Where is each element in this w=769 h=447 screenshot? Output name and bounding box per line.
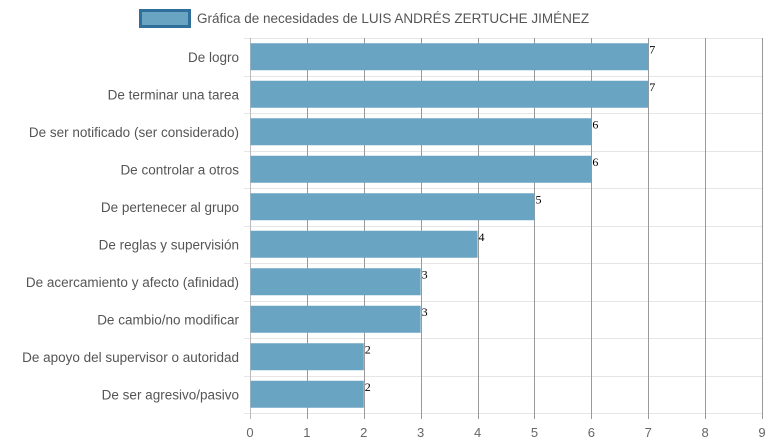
data-label: 7 [649, 80, 655, 94]
x-tick-label: 0 [246, 425, 253, 440]
category-label: De controlar a otros [120, 162, 239, 177]
data-labels: 7 7 6 6 5 4 3 3 2 2 [365, 42, 655, 394]
legend-label[interactable]: Gráfica de necesidades de LUIS ANDRÉS ZE… [197, 11, 589, 26]
x-tick-label: 9 [758, 425, 765, 440]
x-tick-label: 8 [701, 425, 708, 440]
x-axis-ticks: 0 1 2 3 4 5 6 7 8 9 [246, 425, 765, 440]
x-tick-label: 3 [417, 425, 424, 440]
category-label: De reglas y supervisión [99, 237, 239, 252]
x-tick-label: 5 [531, 425, 538, 440]
category-label: De ser agresivo/pasivo [102, 387, 239, 402]
category-label: De terminar una tarea [108, 87, 240, 102]
category-label: De cambio/no modificar [97, 312, 239, 327]
data-label: 3 [422, 267, 428, 281]
bar[interactable] [250, 380, 364, 408]
legend[interactable]: Gráfica de necesidades de LUIS ANDRÉS ZE… [139, 9, 590, 28]
data-label: 6 [592, 117, 598, 131]
category-labels: De logro De terminar una tarea De ser noti… [22, 50, 239, 403]
data-label: 2 [365, 380, 371, 394]
category-label: De ser notificado (ser considerado) [29, 125, 239, 140]
bar[interactable] [250, 80, 649, 108]
bar[interactable] [250, 268, 421, 296]
bar[interactable] [250, 230, 478, 258]
x-tick-label: 6 [588, 425, 595, 440]
data-label: 4 [479, 230, 485, 244]
legend-swatch[interactable] [139, 9, 191, 28]
bar[interactable] [250, 305, 421, 333]
x-tick-label: 4 [474, 425, 481, 440]
x-tick-label: 1 [303, 425, 310, 440]
data-label: 6 [592, 155, 598, 169]
category-label: De logro [188, 50, 239, 65]
bar[interactable] [250, 193, 535, 221]
data-label: 7 [649, 42, 655, 56]
bar[interactable] [250, 155, 592, 183]
data-label: 2 [365, 342, 371, 356]
x-tick-label: 7 [645, 425, 652, 440]
x-tick-label: 2 [360, 425, 367, 440]
category-label: De apoyo del supervisor o autoridad [22, 350, 239, 365]
bar[interactable] [250, 43, 649, 71]
bar[interactable] [250, 343, 364, 371]
category-label: De acercamiento y afecto (afinidad) [26, 275, 239, 290]
bars [250, 43, 649, 408]
data-label: 3 [422, 305, 428, 319]
data-label: 5 [535, 192, 541, 206]
bar[interactable] [250, 118, 592, 146]
category-label: De pertenecer al grupo [101, 200, 239, 215]
